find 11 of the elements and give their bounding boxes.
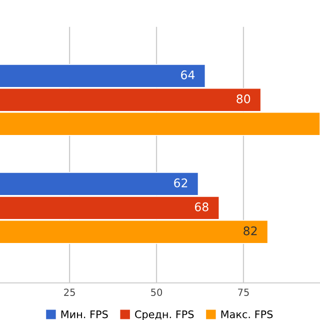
data-label: 82 bbox=[244, 226, 257, 236]
legend-label: Средн. FPS bbox=[135, 310, 194, 320]
data-label: 68 bbox=[194, 202, 208, 212]
data-label: 80 bbox=[236, 94, 250, 104]
x-tick-label: 50 bbox=[151, 288, 162, 296]
legend-label: Мин. FPS bbox=[61, 310, 108, 318]
x-tick-label: 25 bbox=[64, 288, 75, 296]
x-tick-label: 75 bbox=[238, 288, 249, 296]
legend-label: Макс. FPS bbox=[221, 310, 273, 318]
data-label: 64 bbox=[181, 70, 195, 80]
data-label: 62 bbox=[174, 178, 188, 188]
